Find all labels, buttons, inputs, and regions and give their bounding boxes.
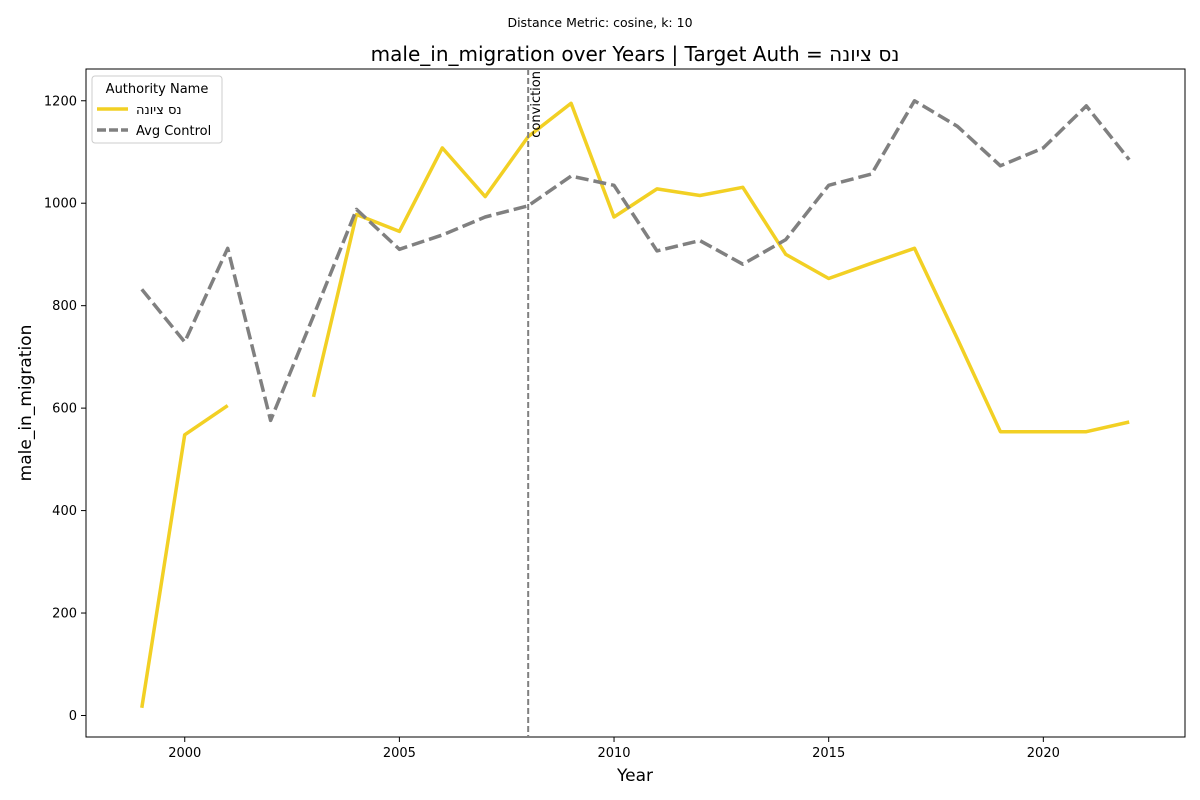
x-tick-label: 2000	[168, 746, 201, 761]
x-tick-label: 2010	[597, 746, 630, 761]
y-tick-label: 1000	[44, 197, 77, 212]
legend-title: Authority Name	[106, 82, 209, 97]
y-tick-label: 0	[69, 709, 77, 724]
legend: Authority Name נס ציונה Avg Control	[91, 75, 223, 144]
series-line-avg-control	[140, 99, 1131, 423]
y-tick-label: 1200	[44, 94, 77, 109]
legend-items: נס ציונה Avg Control	[97, 103, 211, 139]
y-tick-label: 600	[52, 402, 77, 417]
axes-frame	[85, 68, 1186, 738]
annotation-label: conviction	[529, 71, 544, 138]
legend-label: נס ציונה	[136, 103, 182, 118]
chart-suptitle: Distance Metric: cosine, k: 10	[507, 15, 692, 30]
x-axis-ticks: 2000 2005 2010 2015 2020	[168, 737, 1060, 761]
legend-label: Avg Control	[136, 124, 211, 139]
series-line-target	[140, 404, 229, 709]
legend-frame	[91, 75, 223, 144]
x-tick-label: 2020	[1027, 746, 1060, 761]
series-line-target	[311, 101, 1130, 434]
y-tick-label: 200	[52, 607, 77, 622]
chart-title: male_in_migration over Years | Target Au…	[371, 42, 900, 66]
y-axis-label: male_in_migration	[16, 325, 36, 482]
plot-area: conviction	[85, 68, 1186, 738]
x-tick-label: 2005	[383, 746, 416, 761]
y-tick-label: 400	[52, 504, 77, 519]
y-axis-ticks: 0 200 400 600 800 1000 1200	[44, 94, 86, 724]
y-tick-label: 800	[52, 299, 77, 314]
x-axis-label: Year	[616, 766, 653, 786]
annotation-layer: conviction	[527, 69, 544, 737]
x-tick-label: 2015	[812, 746, 845, 761]
chart-marks	[140, 99, 1131, 709]
